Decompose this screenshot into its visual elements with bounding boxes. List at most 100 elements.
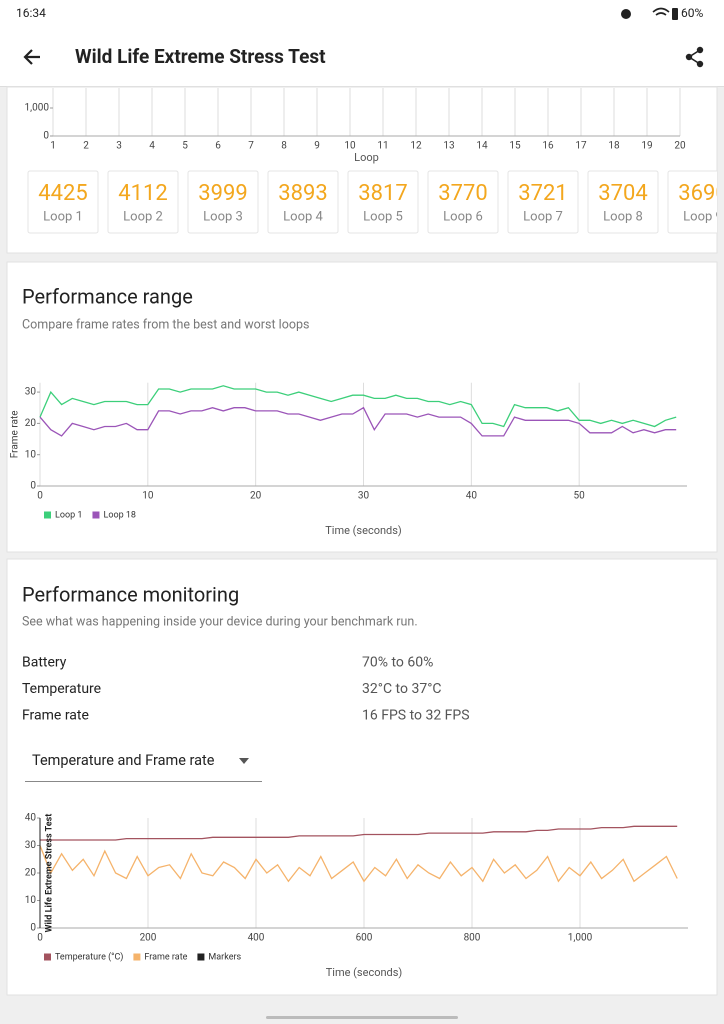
app-bar	[0, 0, 724, 86]
x-tick-label: 6	[215, 141, 221, 152]
loop-label: Loop 6	[443, 209, 483, 224]
y-tick-label: 0	[30, 923, 36, 934]
x-tick-label: 17	[575, 141, 587, 152]
y-tick-label: 30	[25, 840, 37, 851]
loop-score-card	[107, 170, 179, 234]
loop-label: Loop 4	[283, 209, 323, 224]
back-button[interactable]	[23, 49, 40, 65]
loop-score-card	[187, 170, 259, 234]
loop-score-card	[587, 170, 659, 234]
page-title: Wild Life Extreme Stress Test	[75, 45, 326, 68]
x-tick-label: 4	[149, 141, 155, 152]
x-tick-label: 400	[248, 933, 265, 944]
loop-score: 3721	[518, 181, 567, 206]
loop-score: 3999	[198, 181, 247, 206]
legend-label: Markers	[208, 952, 241, 962]
nav-handle	[266, 1016, 458, 1019]
loop-label: Loop 5	[363, 209, 403, 224]
x-tick-label: 16	[542, 141, 554, 152]
dropdown[interactable]: Temperature and Frame rate	[25, 752, 262, 782]
x-tick-label: 1,000	[568, 933, 593, 944]
loop-score: 3770	[438, 181, 487, 206]
y-tick-label: 20	[25, 868, 37, 879]
dropdown-text: Temperature and Frame rate	[32, 752, 215, 769]
info-value: 16 FPS to 32 FPS	[362, 708, 470, 724]
x-tick-label: 50	[574, 491, 586, 502]
x-axis-label: Time (seconds)	[326, 966, 403, 979]
status-time: 16:34	[16, 6, 46, 20]
x-tick-label: 1	[50, 141, 56, 152]
x-tick-label: 7	[248, 141, 254, 152]
x-tick-label: 10	[142, 491, 154, 502]
x-tick-label: 5	[182, 141, 188, 152]
x-tick-label: 18	[608, 141, 620, 152]
battery-icon	[672, 8, 678, 20]
loop-score: 3690	[678, 181, 724, 206]
loop-label: Loop 3	[203, 209, 243, 224]
info-label: Battery	[22, 655, 67, 671]
section-subtitle: Compare frame rates from the best and wo…	[22, 317, 309, 332]
x-tick-label: 30	[358, 491, 370, 502]
info-value: 70% to 60%	[362, 655, 433, 671]
loop-score: 3704	[598, 181, 647, 206]
loop-score-card	[507, 170, 579, 234]
loop-score: 3817	[358, 181, 407, 206]
section-title: Performance range	[22, 284, 193, 308]
x-tick-label: 40	[466, 491, 478, 502]
info-value: 32°C to 37°C	[362, 681, 442, 697]
x-tick-label: 13	[443, 141, 454, 152]
legend-swatch	[197, 953, 205, 961]
y-tick-label: 30	[25, 387, 37, 398]
legend-swatch	[44, 511, 51, 519]
y-tick-label: 10	[25, 895, 37, 906]
loop-label: Loop 1	[43, 209, 83, 224]
y-tick-label: 0	[43, 131, 49, 142]
x-tick-label: 20	[250, 491, 262, 502]
loop-score-card	[27, 170, 99, 234]
legend-swatch	[133, 953, 141, 961]
loop-score-row: 4425 Loop 1 4112 Loop 2 3999 Loop 3 3893 Loop 4…	[27, 170, 724, 234]
x-tick-label: 0	[37, 491, 43, 502]
legend-label: Loop 1	[55, 510, 82, 520]
x-tick-label: 9	[314, 141, 320, 152]
data-line	[39, 406, 677, 437]
y-tick-label: 10	[25, 449, 37, 460]
x-tick-label: 14	[476, 141, 488, 152]
x-axis-label: Loop	[354, 151, 379, 164]
x-tick-label: 3	[116, 141, 122, 152]
loop-score: 4425	[38, 181, 87, 206]
section-title: Performance monitoring	[22, 582, 239, 606]
x-tick-label: 20	[674, 141, 686, 152]
x-tick-label: 0	[37, 933, 43, 944]
loop-score-card	[667, 170, 717, 234]
loop-score: 4112	[118, 181, 167, 206]
x-tick-label: 19	[641, 141, 652, 152]
x-tick-label: 2	[83, 141, 89, 152]
x-tick-label: 600	[356, 933, 373, 944]
info-label: Frame rate	[22, 708, 89, 724]
x-tick-label: 200	[140, 933, 157, 944]
x-axis-label: Time (seconds)	[325, 524, 402, 537]
legend-label: Frame rate	[144, 952, 187, 962]
x-tick-label: 800	[464, 933, 481, 944]
share-line	[687, 49, 701, 65]
y-axis-label: Frame rate	[10, 410, 21, 458]
y-tick-label: 40	[25, 813, 37, 824]
data-line	[39, 845, 678, 883]
range-card	[6, 261, 718, 553]
legend-label: Loop 18	[103, 510, 136, 520]
loop-label: Loop 7	[523, 209, 563, 224]
x-tick-label: 8	[281, 141, 287, 152]
info-label: Temperature	[22, 681, 101, 697]
loop-score-card	[267, 170, 339, 234]
x-tick-label: 11	[377, 141, 388, 152]
y-tick-label: 20	[25, 418, 37, 429]
loop-score-card	[427, 170, 499, 234]
loop-score-card	[347, 170, 419, 234]
loop-score: 3893	[278, 181, 327, 206]
share-button[interactable]	[685, 46, 704, 68]
monitor-card	[6, 558, 718, 996]
status-icon	[621, 9, 631, 19]
legend-swatch	[44, 953, 51, 961]
